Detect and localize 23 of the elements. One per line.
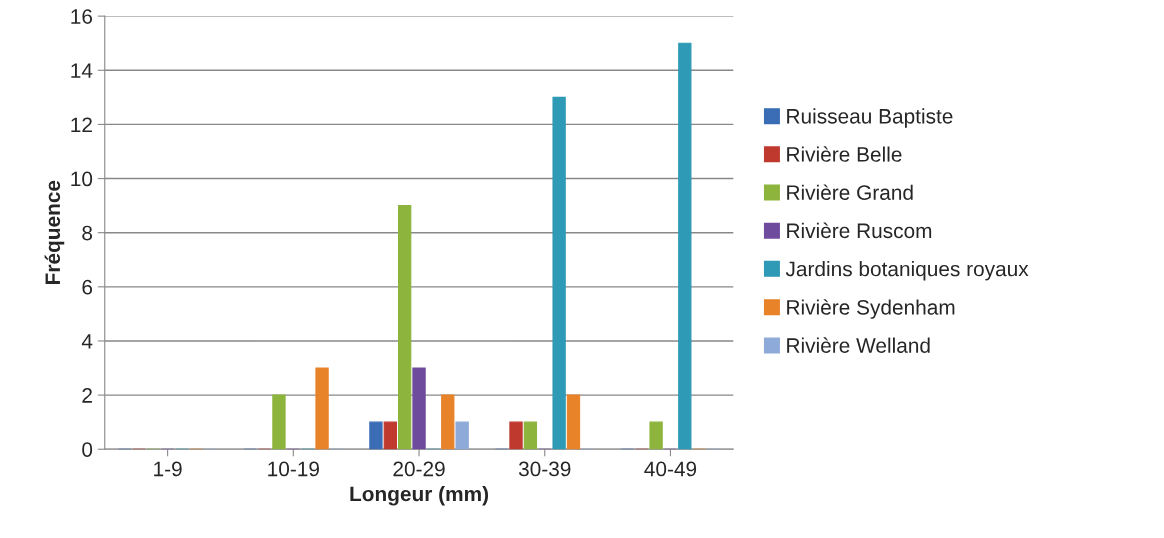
y-tick-label: 0 bbox=[82, 442, 93, 457]
legend-label: Rivière Welland bbox=[787, 337, 930, 353]
x-tick-label: 10-19 bbox=[268, 461, 319, 477]
y-tick-label: 16 bbox=[71, 9, 93, 24]
legend-label: Rivière Ruscom bbox=[787, 222, 932, 239]
x-tick-label: 40-49 bbox=[644, 461, 697, 477]
y-tick-label: 14 bbox=[71, 63, 93, 78]
y-tick-label: 2 bbox=[82, 388, 92, 403]
x-tick-label: 30-39 bbox=[518, 461, 571, 477]
y-tick-label: 10 bbox=[71, 171, 93, 187]
legend-label: Rivière Belle bbox=[787, 146, 902, 162]
legend-label: Ruisseau Baptiste bbox=[787, 108, 953, 128]
legend-label: Rivière Grand bbox=[787, 184, 913, 200]
legend-label: Rivière Sydenham bbox=[787, 299, 955, 319]
x-axis-title: Longeur (mm) bbox=[350, 486, 489, 506]
legend-label: Jardins botaniques royaux bbox=[785, 261, 1029, 281]
x-tick-label: 1-9 bbox=[154, 461, 182, 477]
y-tick-label: 12 bbox=[71, 117, 92, 132]
y-tick-label: 8 bbox=[82, 225, 93, 241]
y-axis-title: Fréquence bbox=[44, 180, 65, 284]
y-tick-label: 6 bbox=[82, 279, 93, 295]
y-tick-label: 4 bbox=[81, 334, 93, 349]
x-tick-label: 20-29 bbox=[393, 461, 445, 477]
